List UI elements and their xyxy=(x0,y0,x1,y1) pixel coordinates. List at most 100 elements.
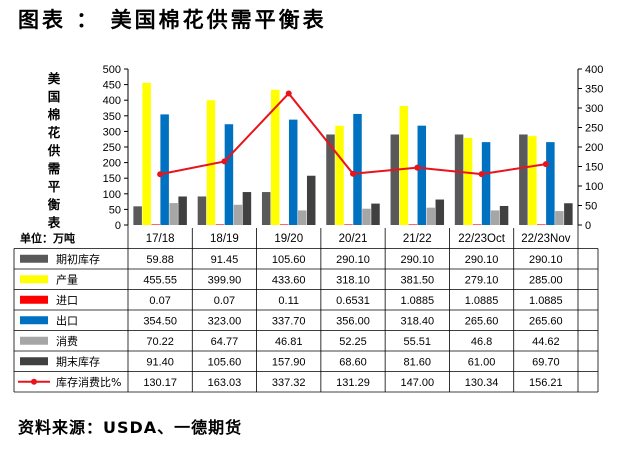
left-axis-tick-label: 50 xyxy=(109,204,121,216)
line-layer xyxy=(157,90,549,178)
data-table: 单位：万吨 17/18 18/19 19/20 20/21 21/22 22/23Oct 22… xyxy=(13,225,599,393)
table-cell-value: 381.50 xyxy=(400,274,434,286)
table-cell-value: 105.60 xyxy=(208,356,242,368)
bar-1-1819 xyxy=(197,196,207,225)
legend-label: 产量 xyxy=(56,272,78,286)
table-cell-value: 290.10 xyxy=(529,254,563,266)
unit-label: 单位：万吨 xyxy=(20,231,75,245)
legend-swatch xyxy=(20,357,48,366)
table-cell-value: 0.11 xyxy=(278,295,299,307)
category-label: 19/20 xyxy=(274,233,303,245)
table-cell-value: 157.90 xyxy=(272,356,306,368)
legend-label: 消费 xyxy=(56,334,78,348)
table-cell-value: 265.60 xyxy=(465,315,499,327)
bar-1-2122 xyxy=(390,134,400,225)
bar-4-2223Nov xyxy=(546,142,555,225)
bar-2-2122 xyxy=(399,105,409,225)
table-cell-value: 163.03 xyxy=(208,377,242,389)
stock-ratio-point xyxy=(542,161,549,168)
left-axis-tick-label: 0 xyxy=(115,220,121,232)
table-cell-value: 318.10 xyxy=(336,274,370,286)
bar-6-1718 xyxy=(178,196,187,225)
bar-1-1718 xyxy=(133,206,142,225)
table-cell-value: 356.00 xyxy=(336,315,370,327)
right-axis-tick-label: 400 xyxy=(585,64,603,76)
right-axis-tick-label: 150 xyxy=(585,162,603,174)
bar-5-1920 xyxy=(297,210,307,225)
bar-2-1718 xyxy=(142,82,151,225)
bar-3-2122 xyxy=(408,224,418,225)
right-axis-tick-label: 50 xyxy=(585,201,597,213)
bars-layer xyxy=(133,82,573,225)
left-axis-tick-label: 300 xyxy=(103,126,121,138)
table-cell-value: 354.50 xyxy=(143,315,177,327)
stock-ratio-point xyxy=(478,171,485,178)
table-cell-value: 455.55 xyxy=(143,274,177,286)
bar-3-2021 xyxy=(344,224,353,225)
left-axis-tick-label: 450 xyxy=(103,80,121,92)
legend-swatch xyxy=(20,295,48,304)
stock-ratio-point xyxy=(414,164,421,171)
bar-2-2021 xyxy=(335,125,344,225)
bar-6-1920 xyxy=(306,175,316,225)
table-cell-value: 433.60 xyxy=(272,274,306,286)
legend-swatch xyxy=(20,254,48,263)
table-cell-value: 323.00 xyxy=(208,315,242,327)
legend-swatch xyxy=(20,316,48,325)
bar-2-1819 xyxy=(206,100,216,225)
bar-1-1920 xyxy=(261,192,271,225)
bar-3-1718 xyxy=(151,224,160,225)
stock-ratio-point xyxy=(221,158,228,165)
page-title: 图表 ： 美国棉花供需平衡表 xyxy=(18,8,327,32)
bar-6-2223Oct xyxy=(499,205,509,225)
table-cell-value: 290.10 xyxy=(400,254,434,266)
table-cell-value: 52.25 xyxy=(339,336,367,348)
bar-6-1819 xyxy=(242,192,252,225)
bar-2-2223Oct xyxy=(463,137,473,225)
table-cell-value: 130.17 xyxy=(143,377,177,389)
bar-4-1920 xyxy=(288,119,298,225)
table-cell-value: 130.34 xyxy=(465,377,499,389)
legend-swatch xyxy=(20,336,48,345)
category-label: 20/21 xyxy=(339,233,368,245)
category-label: 21/22 xyxy=(403,233,432,245)
table-cell-value: 290.10 xyxy=(465,254,499,266)
table-cell-value: 64.77 xyxy=(211,336,239,348)
left-axis-tick-label: 250 xyxy=(103,142,121,154)
table-cell-value: 68.60 xyxy=(339,356,367,368)
table-cell-value: 147.00 xyxy=(400,377,434,389)
table-cell-value: 46.81 xyxy=(275,336,303,348)
bar-3-1819 xyxy=(215,224,225,225)
table-cell-value: 105.60 xyxy=(272,254,306,266)
bar-1-2223Oct xyxy=(454,134,464,225)
bar-5-2021 xyxy=(362,208,371,225)
bar-5-1819 xyxy=(233,204,243,225)
right-axis-tick-label: 300 xyxy=(585,103,603,115)
axes-layer: 0 50 100 150 200 250 300 350 400 450 500 0 50 100 150 2… xyxy=(103,64,604,232)
legend-swatch xyxy=(20,275,48,284)
bar-2-2223Nov xyxy=(528,136,537,225)
bar-4-2122 xyxy=(417,125,427,225)
bar-6-2021 xyxy=(371,203,380,225)
right-axis-tick-label: 0 xyxy=(585,220,591,232)
bar-5-2223Oct xyxy=(490,210,500,225)
stock-ratio-point xyxy=(350,170,356,177)
bar-1-2223Nov xyxy=(519,134,528,225)
right-axis-tick-label: 350 xyxy=(585,84,603,96)
table-cell-value: 91.40 xyxy=(146,356,174,368)
legend-label: 库存消费比% xyxy=(56,375,121,389)
table-cell-value: 69.70 xyxy=(532,356,560,368)
bar-4-1819 xyxy=(224,124,234,225)
bar-1-2021 xyxy=(326,134,335,225)
table-cell-value: 44.62 xyxy=(532,336,560,348)
bar-5-2223Nov xyxy=(555,211,564,225)
table-cell-value: 318.40 xyxy=(400,315,434,327)
bar-4-2021 xyxy=(353,113,362,225)
bar-5-1718 xyxy=(169,203,178,225)
left-axis-tick-label: 500 xyxy=(103,64,121,76)
table-cell-value: 285.00 xyxy=(529,274,563,286)
left-axis-tick-label: 400 xyxy=(103,95,121,107)
table-cell-value: 279.10 xyxy=(465,274,499,286)
table-cell-value: 1.0885 xyxy=(529,295,563,307)
stock-ratio-point xyxy=(157,171,164,178)
